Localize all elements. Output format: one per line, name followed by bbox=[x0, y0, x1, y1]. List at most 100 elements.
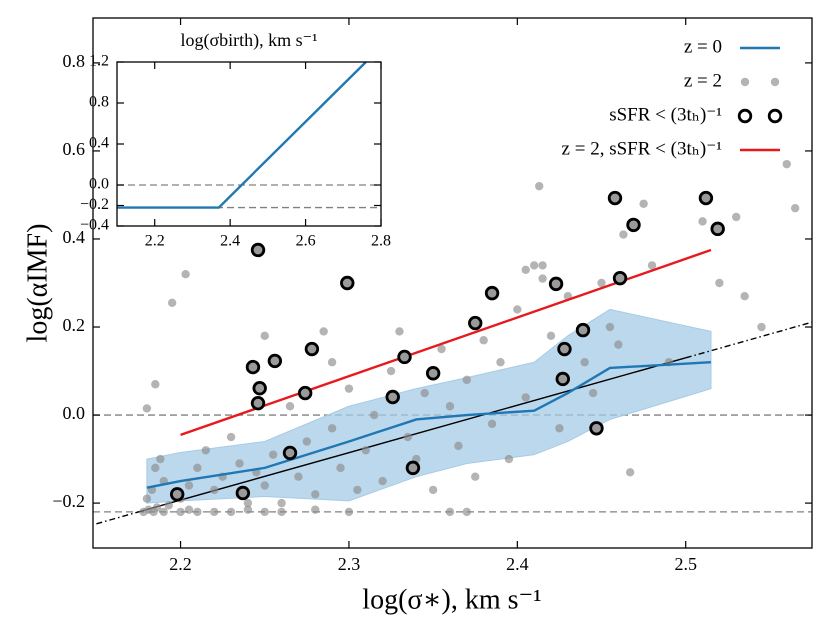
scatter-point bbox=[235, 459, 244, 468]
scatter-point bbox=[614, 340, 623, 349]
scatter-point bbox=[184, 481, 194, 490]
scatter-point bbox=[167, 298, 177, 308]
scatter-point bbox=[462, 507, 472, 517]
legend-label: z = 0 bbox=[684, 36, 722, 57]
scatter-point bbox=[588, 388, 598, 398]
scatter-point bbox=[386, 366, 396, 376]
scatter-point bbox=[260, 507, 269, 517]
scatter-point bbox=[513, 305, 522, 314]
scatter-point bbox=[639, 199, 648, 208]
y-tick-label: 0.6 bbox=[63, 139, 86, 159]
y-tick-label: 0.2 bbox=[63, 315, 86, 335]
legend-label: sSFR < (3tₕ)⁻¹ bbox=[609, 104, 722, 125]
ring-point bbox=[425, 366, 441, 381]
scatter-point bbox=[555, 424, 564, 433]
scatter-point bbox=[395, 327, 404, 336]
scatter-point bbox=[619, 230, 628, 239]
scatter-point bbox=[529, 261, 539, 270]
scatter-point bbox=[647, 261, 657, 270]
scatter-point bbox=[156, 454, 165, 464]
ring-point bbox=[555, 371, 570, 387]
series-line bbox=[146, 361, 712, 489]
scatter-point bbox=[201, 446, 211, 455]
scatter-point bbox=[184, 505, 194, 514]
scatter-point bbox=[715, 278, 724, 288]
scatter-point bbox=[344, 507, 354, 517]
scatter-point bbox=[277, 498, 286, 508]
ring-point bbox=[252, 381, 267, 396]
x-tick-label: 2.6 bbox=[296, 233, 316, 250]
scatter-point bbox=[336, 463, 345, 473]
ring-point bbox=[245, 359, 261, 375]
scatter-point bbox=[152, 503, 162, 512]
scatter-point bbox=[285, 402, 295, 411]
legend-marker bbox=[740, 77, 750, 87]
scatter-point bbox=[164, 501, 173, 510]
scatter-point bbox=[142, 494, 152, 503]
x-tick-label: 2.5 bbox=[674, 554, 697, 574]
scatter-point bbox=[437, 344, 446, 354]
y-tick-label: 0.8 bbox=[63, 51, 86, 71]
scatter-point bbox=[260, 481, 269, 490]
fit-extrapolation bbox=[685, 321, 813, 359]
ring-point bbox=[557, 341, 572, 357]
inset-title: log(σbirth), km s⁻¹ bbox=[180, 30, 317, 51]
scatter-point bbox=[311, 505, 320, 514]
scatter-point bbox=[487, 419, 497, 429]
scatter-point bbox=[698, 217, 707, 226]
scatter-point bbox=[151, 463, 160, 473]
scatter-point bbox=[403, 432, 413, 442]
axes-frame bbox=[92, 17, 813, 549]
scatter-point bbox=[732, 212, 741, 222]
legend-marker bbox=[737, 108, 753, 124]
scatter-point bbox=[193, 463, 202, 473]
scatter-point bbox=[319, 327, 328, 336]
scatter-point bbox=[260, 331, 269, 341]
x-axis-label: log(σ∗), km s⁻¹ bbox=[362, 584, 541, 615]
scatter-point bbox=[243, 498, 253, 508]
ring-point bbox=[340, 275, 355, 291]
scatter-point bbox=[757, 322, 766, 332]
scatter-point bbox=[159, 507, 168, 517]
ring-point bbox=[397, 349, 412, 365]
scatter-point bbox=[546, 331, 556, 341]
fit-extrapolation bbox=[96, 511, 139, 525]
scatter-point bbox=[454, 441, 463, 451]
scatter-point bbox=[521, 265, 530, 274]
ring-point bbox=[250, 242, 266, 258]
ring-point bbox=[626, 217, 641, 233]
scatter-point bbox=[370, 410, 379, 420]
scatter-point bbox=[176, 507, 185, 517]
scatter-point bbox=[327, 358, 337, 367]
scatter-point bbox=[226, 432, 236, 442]
x-tick-label: 2.4 bbox=[506, 554, 529, 574]
y-tick-label: 0.0 bbox=[63, 403, 86, 423]
ring-point bbox=[612, 270, 628, 286]
scatter-point bbox=[740, 292, 749, 301]
scatter-point bbox=[378, 476, 387, 486]
scatter-point bbox=[344, 384, 354, 393]
legend-marker bbox=[770, 77, 780, 87]
x-tick-label: 2.4 bbox=[220, 233, 240, 250]
ring-point bbox=[297, 385, 313, 401]
ring-point bbox=[169, 487, 185, 502]
scatter-point bbox=[302, 437, 312, 446]
y-axis-label: log(αIMF) bbox=[22, 224, 53, 343]
ring-point bbox=[710, 221, 725, 237]
scatter-point bbox=[790, 203, 800, 213]
x-tick-label: 2.2 bbox=[145, 233, 165, 250]
ring-point bbox=[698, 190, 714, 206]
legend-label: z = 2, sSFR < (3tₕ)⁻¹ bbox=[562, 138, 723, 159]
scatter-point bbox=[445, 402, 455, 411]
ring-point bbox=[589, 421, 604, 436]
y-tick-label: −0.2 bbox=[52, 491, 85, 511]
scatter-point bbox=[361, 446, 370, 455]
scatter-point bbox=[311, 490, 320, 499]
ring-point bbox=[575, 322, 591, 338]
scatter-point bbox=[193, 507, 202, 517]
scatter-point bbox=[428, 485, 438, 495]
fit-line bbox=[138, 357, 686, 513]
scatter-point bbox=[496, 358, 505, 367]
x-tick-label: 2.2 bbox=[169, 554, 192, 574]
